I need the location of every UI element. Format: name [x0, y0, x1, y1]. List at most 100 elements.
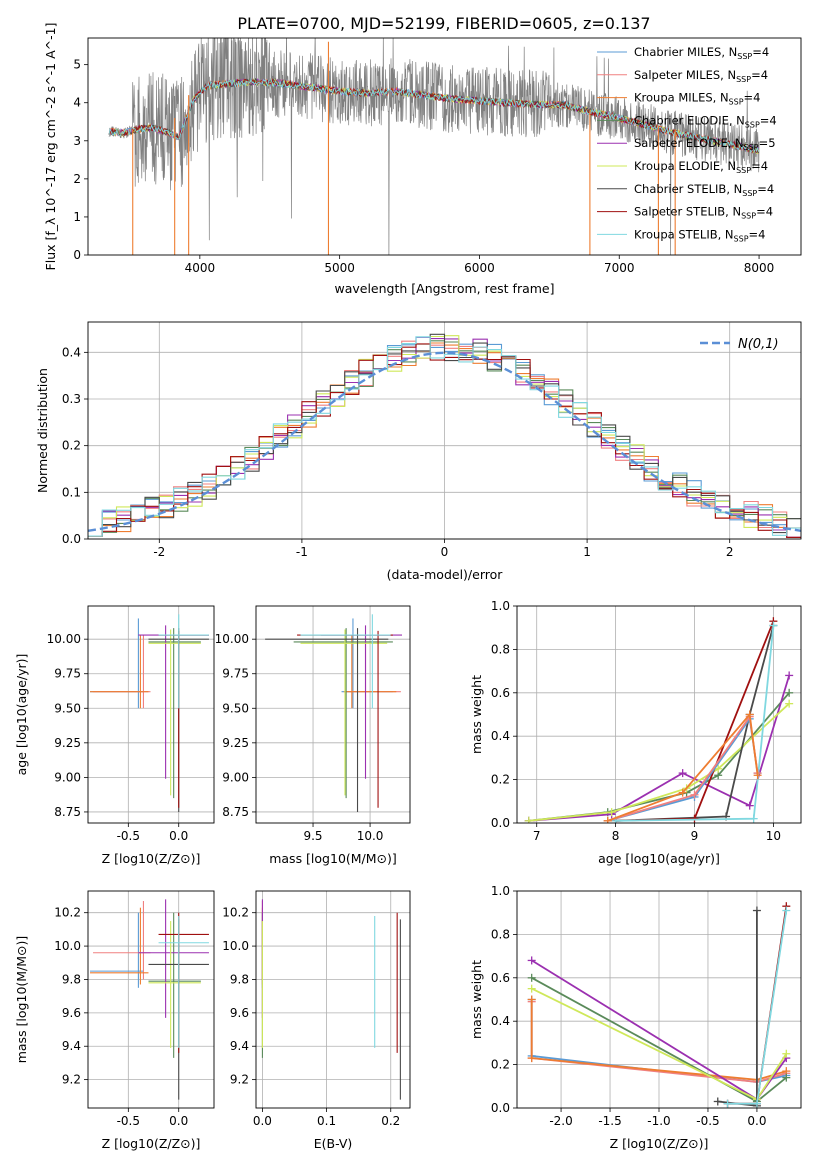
x-tick-label: 2 — [726, 545, 734, 559]
mass-weight-vs-age-panel: 7 8 9 10 0.0 0.2 0.4 0.6 0.8 1.0 age [log10(age/yr… — [469, 599, 802, 866]
y-tick-label: 9.6 — [62, 1006, 81, 1020]
y-tick-label: 0.0 — [62, 532, 81, 546]
legend-label: Salpeter STELIB, NSSP=4 — [634, 205, 773, 221]
x-tick-label: -1 — [296, 545, 308, 559]
y-tick-label: 9.25 — [54, 736, 81, 750]
observed-spectrum-line — [108, 38, 760, 255]
y-tick-label: 9.6 — [230, 1006, 249, 1020]
y-tick-label: 10.2 — [222, 906, 249, 920]
y-tick-label: 0.0 — [491, 816, 510, 830]
y-tick-label: 0.0 — [491, 1101, 510, 1115]
y-tick-label: 0.4 — [491, 1014, 510, 1028]
y-tick-label: 0.2 — [62, 439, 81, 453]
x-axis-label: age [log10(age/yr)] — [598, 851, 720, 866]
x-tick-label: -1.5 — [598, 1114, 621, 1128]
x-axis-label: (data-model)/error — [387, 567, 504, 582]
x-tick-label: 8000 — [744, 261, 775, 275]
y-tick-label: 0 — [73, 248, 81, 262]
residual-histogram-step — [88, 343, 801, 538]
x-tick-label: 0.0 — [169, 829, 188, 843]
age-vs-mass-panel: 9.5 10.0 8.75 9.00 9.25 9.50 9.75 10.00 mass [lo… — [215, 605, 411, 866]
y-axis-label: mass [log10(M/M⊙)] — [14, 936, 29, 1064]
y-tick-label: 9.00 — [222, 770, 249, 784]
x-tick-label: 9 — [691, 829, 699, 843]
spectrum-panel: 4000 5000 6000 7000 8000 0 1 2 3 4 5 wavelength [An… — [43, 23, 802, 296]
y-tick-label: 9.2 — [62, 1073, 81, 1087]
x-tick-label: 4000 — [185, 261, 216, 275]
y-tick-label: 9.4 — [230, 1039, 249, 1053]
y-tick-label: 9.75 — [222, 667, 249, 681]
axes-frame — [516, 890, 802, 1109]
y-tick-label: 0.4 — [491, 729, 510, 743]
y-tick-label: 9.00 — [54, 770, 81, 784]
plot-area — [88, 333, 801, 538]
y-tick-label: 10.00 — [215, 632, 249, 646]
x-tick-label: 0.1 — [317, 1114, 336, 1128]
y-tick-label: 10.2 — [54, 906, 81, 920]
plot-area — [265, 614, 403, 812]
x-tick-label: 10 — [766, 829, 781, 843]
x-tick-label: 1 — [583, 545, 591, 559]
x-axis-label: E(B-V) — [314, 1136, 353, 1151]
age-vs-metallicity-panel: -0.5 0.0 8.75 9.00 9.25 9.50 9.75 10.00 Z [log10… — [14, 605, 215, 866]
axes-frame — [87, 37, 802, 256]
y-axis-label: mass weight — [469, 675, 484, 754]
y-tick-label: 0.3 — [62, 392, 81, 406]
x-tick-label: -0.5 — [117, 829, 140, 843]
x-tick-label: 0 — [441, 545, 449, 559]
x-tick-label: 7 — [533, 829, 541, 843]
y-tick-label: 8.75 — [54, 805, 81, 819]
mass-vs-metallicity-panel: -0.5 0.0 9.2 9.4 9.6 9.8 10.0 10.2 Z [log10(Z/Z⊙… — [14, 890, 215, 1151]
y-tick-label: 0.8 — [491, 927, 510, 941]
axes-frame — [87, 605, 215, 824]
y-tick-label: 0.6 — [491, 971, 510, 985]
y-tick-label: 0.4 — [62, 345, 81, 359]
axes-frame — [516, 605, 802, 824]
y-tick-label: 0.2 — [491, 1058, 510, 1072]
legend-label: Chabrier STELIB, NSSP=4 — [634, 182, 774, 198]
y-tick-label: 8.75 — [222, 805, 249, 819]
y-tick-label: 9.25 — [222, 736, 249, 750]
residual-histogram-step — [88, 336, 801, 537]
x-tick-label: -2 — [153, 545, 165, 559]
x-tick-label: -1.0 — [647, 1114, 670, 1128]
legend-label: N(0,1) — [738, 337, 779, 352]
y-tick-label: 1 — [73, 210, 81, 224]
x-tick-label: 6000 — [464, 261, 495, 275]
plot-area — [108, 38, 760, 255]
y-tick-label: 9.8 — [62, 972, 81, 986]
plot-area — [527, 902, 791, 1108]
mass-weight-vs-metallicity-panel: -2.0 -1.5 -1.0 -0.5 0.0 0.0 0.2 0.4 0.6 0.8 1.0 Z [… — [469, 884, 802, 1151]
axes-frame — [87, 321, 802, 540]
figure-title: PLATE=0700, MJD=52199, FIBERID=0605, z=0… — [237, 14, 650, 33]
x-tick-label: 0.0 — [747, 1114, 766, 1128]
x-tick-label: 7000 — [604, 261, 635, 275]
plot-area — [524, 617, 794, 823]
x-tick-label: 5000 — [324, 261, 355, 275]
y-tick-label: 0.8 — [491, 642, 510, 656]
y-tick-label: 9.75 — [54, 667, 81, 681]
plot-area — [261, 899, 401, 1100]
x-tick-label: -0.5 — [696, 1114, 719, 1128]
y-tick-label: 0.2 — [491, 773, 510, 787]
plot-area — [90, 899, 209, 1100]
x-axis-label: mass [log10(M/M⊙)] — [269, 851, 397, 866]
legend-label: Chabrier ELODIE, NSSP=4 — [634, 113, 777, 129]
y-tick-label: 3 — [73, 134, 81, 148]
y-tick-label: 9.8 — [230, 972, 249, 986]
y-axis-label: Normed distribution — [35, 368, 50, 493]
mass-vs-ebv-panel: 0.0 0.1 0.2 9.2 9.4 9.6 9.8 10.0 10.2 E(B-V) — [222, 890, 411, 1151]
x-tick-label: -0.5 — [117, 1114, 140, 1128]
y-tick-label: 5 — [73, 58, 81, 72]
plot-area — [90, 614, 209, 812]
x-axis-label: Z [log10(Z/Z⊙)] — [102, 1136, 201, 1151]
mass-weight-line — [607, 712, 759, 822]
y-tick-label: 10.0 — [222, 939, 249, 953]
y-tick-label: 10.00 — [47, 632, 81, 646]
y-tick-label: 9.4 — [62, 1039, 81, 1053]
y-axis-label: mass weight — [469, 960, 484, 1039]
model-spectrum-line — [108, 77, 760, 153]
y-tick-label: 9.2 — [230, 1073, 249, 1087]
x-tick-label: 0.0 — [169, 1114, 188, 1128]
